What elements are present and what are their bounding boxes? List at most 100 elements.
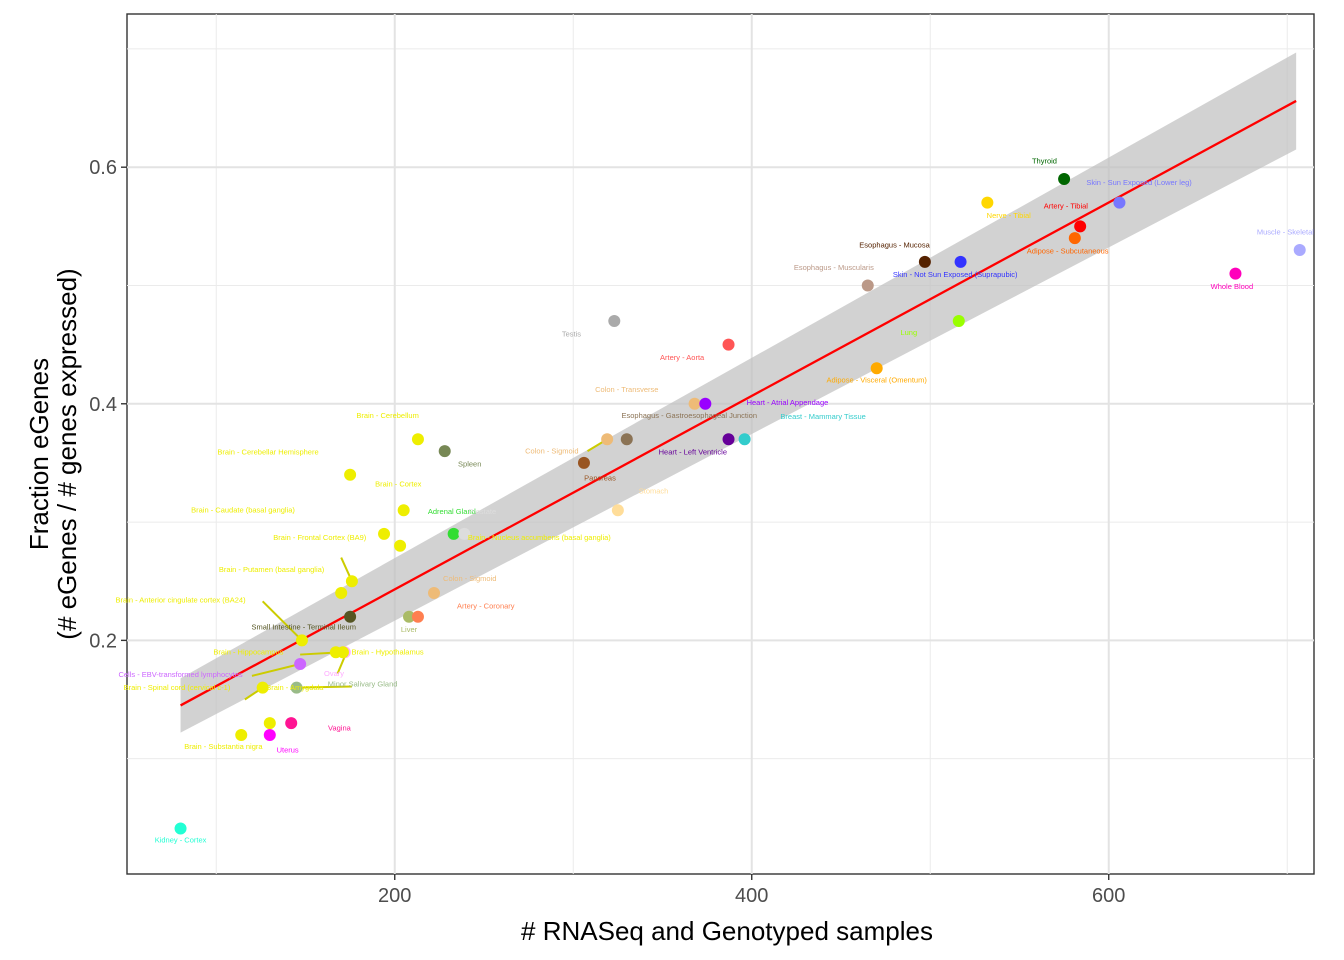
data-point — [428, 587, 441, 600]
point-labels: Kidney - Cortex Brain - Substantia nigra U… — [116, 157, 1315, 845]
grid-minor — [127, 14, 1314, 874]
data-point — [335, 587, 348, 600]
point-label: Adrenal Gland — [428, 507, 476, 516]
point-label: Uterus — [277, 746, 299, 755]
point-label: Esophagus - Muscularis — [794, 263, 874, 272]
data-point — [1074, 220, 1087, 233]
leader-line — [261, 600, 303, 642]
data-point — [397, 504, 410, 517]
data-point — [447, 527, 460, 540]
data-point — [918, 255, 931, 268]
data-point — [394, 539, 407, 552]
x-tick-label: 400 — [735, 885, 768, 907]
data-point — [1229, 267, 1242, 280]
point-label: Adipose - Subcutaneous — [1027, 247, 1109, 256]
data-point — [411, 433, 424, 446]
point-label: Brain - Cerebellar Hemisphere — [217, 448, 318, 457]
point-label: Brain - Frontal Cortex (BA9) — [273, 533, 366, 542]
confidence-band — [180, 52, 1297, 733]
point-label: Thyroid — [1032, 157, 1057, 166]
point-label: Nerve - Tibial — [987, 211, 1032, 220]
y-tick-label: 0.2 — [89, 630, 117, 652]
x-tick-label: 200 — [378, 885, 411, 907]
point-label: Colon - Transverse — [595, 385, 658, 394]
data-point — [256, 681, 269, 694]
point-label: Esophagus - Gastroesophageal Junction — [622, 411, 758, 420]
point-label: Artery - Coronary — [457, 601, 515, 610]
point-label: Brain - Nucleus accumbens (basal ganglia… — [468, 533, 611, 542]
data-point — [403, 610, 416, 623]
point-label: Brain - Putamen (basal ganglia) — [219, 565, 325, 574]
point-label: Colon - Sigmoid — [525, 446, 578, 455]
point-label: Brain - Cortex — [375, 480, 422, 489]
point-label: Vagina — [328, 723, 352, 732]
point-label: Kidney - Cortex — [155, 836, 207, 845]
data-point — [345, 575, 358, 588]
point-label: Brain - Caudate (basal ganglia) — [191, 506, 295, 515]
point-label: Whole Blood — [1211, 282, 1254, 291]
x-axis-ticks: 200 400 600 — [378, 874, 1125, 907]
data-point — [738, 433, 751, 446]
data-point — [1058, 173, 1071, 186]
point-label: Lung — [900, 328, 917, 337]
y-tick-label: 0.4 — [89, 394, 117, 416]
data-point — [1113, 196, 1126, 209]
leader-line — [251, 663, 301, 677]
leader-line — [296, 685, 352, 689]
point-label: Brain - Spinal cord (cervical c-1) — [124, 683, 231, 692]
x-tick-label: 600 — [1092, 885, 1125, 907]
point-label: Ovary — [324, 669, 344, 678]
point-label: Testis — [562, 329, 581, 338]
point-label: Prostate — [468, 507, 496, 516]
point-label: Brain - Hippocampus — [213, 648, 283, 657]
data-point — [954, 255, 967, 268]
point-label: Skin - Not Sun Exposed (Suprapubic) — [893, 270, 1018, 279]
data-point — [1293, 243, 1306, 256]
point-label: Skin - Sun Exposed (Lower leg) — [1086, 178, 1192, 187]
data-point — [290, 681, 303, 694]
point-label: Brain - Cerebellum — [356, 411, 419, 420]
data-point — [601, 433, 614, 446]
point-label: Brain - Anterior cingulate cortex (BA24) — [116, 596, 247, 605]
data-point — [336, 646, 349, 659]
data-point — [263, 717, 276, 730]
y-axis-title-line-1: Fraction eGenes — [24, 358, 54, 550]
data-point — [577, 456, 590, 469]
point-label: Artery - Aorta — [660, 353, 705, 362]
point-label: Artery - Tibial — [1044, 202, 1089, 211]
point-label: Stomach — [639, 487, 669, 496]
data-point — [344, 610, 357, 623]
data-point — [981, 196, 994, 209]
point-label: Muscle - Skeletal — [1257, 228, 1314, 237]
point-label: Minor Salivary Gland — [328, 680, 398, 689]
point-label: Brain - Substantia nigra — [184, 742, 263, 751]
point-label: Heart - Atrial Appendage — [747, 398, 829, 407]
x-axis-title: # RNASeq and Genotyped samples — [521, 916, 933, 946]
y-axis-title-line-2: (# eGenes / # genes expressed) — [52, 268, 82, 639]
data-point — [608, 314, 621, 327]
point-label: Colon - Sigmoid — [443, 574, 496, 583]
data-point — [285, 717, 298, 730]
data-point — [174, 822, 187, 835]
data-point — [294, 658, 307, 671]
point-label: Liver — [401, 625, 418, 634]
data-point — [870, 362, 883, 375]
y-axis-ticks: 0.2 0.4 0.6 — [89, 157, 127, 652]
point-label: Small Intestine - Terminal Ileum — [251, 623, 355, 632]
data-point — [722, 433, 735, 446]
data-point — [295, 634, 308, 647]
data-point — [620, 433, 633, 446]
data-point — [1068, 232, 1081, 245]
data-point — [263, 729, 276, 742]
y-tick-label: 0.6 — [89, 157, 117, 179]
data-point — [952, 314, 965, 327]
point-label: Brain - Hypothalamus — [352, 648, 424, 657]
point-label: Breast - Mammary Tissue — [780, 412, 865, 421]
data-point — [611, 504, 624, 517]
data-point — [699, 397, 712, 410]
data-point — [458, 527, 471, 540]
point-label: Adipose - Visceral (Omentum) — [827, 375, 928, 384]
data-point — [344, 468, 357, 481]
regression-line — [180, 99, 1297, 707]
